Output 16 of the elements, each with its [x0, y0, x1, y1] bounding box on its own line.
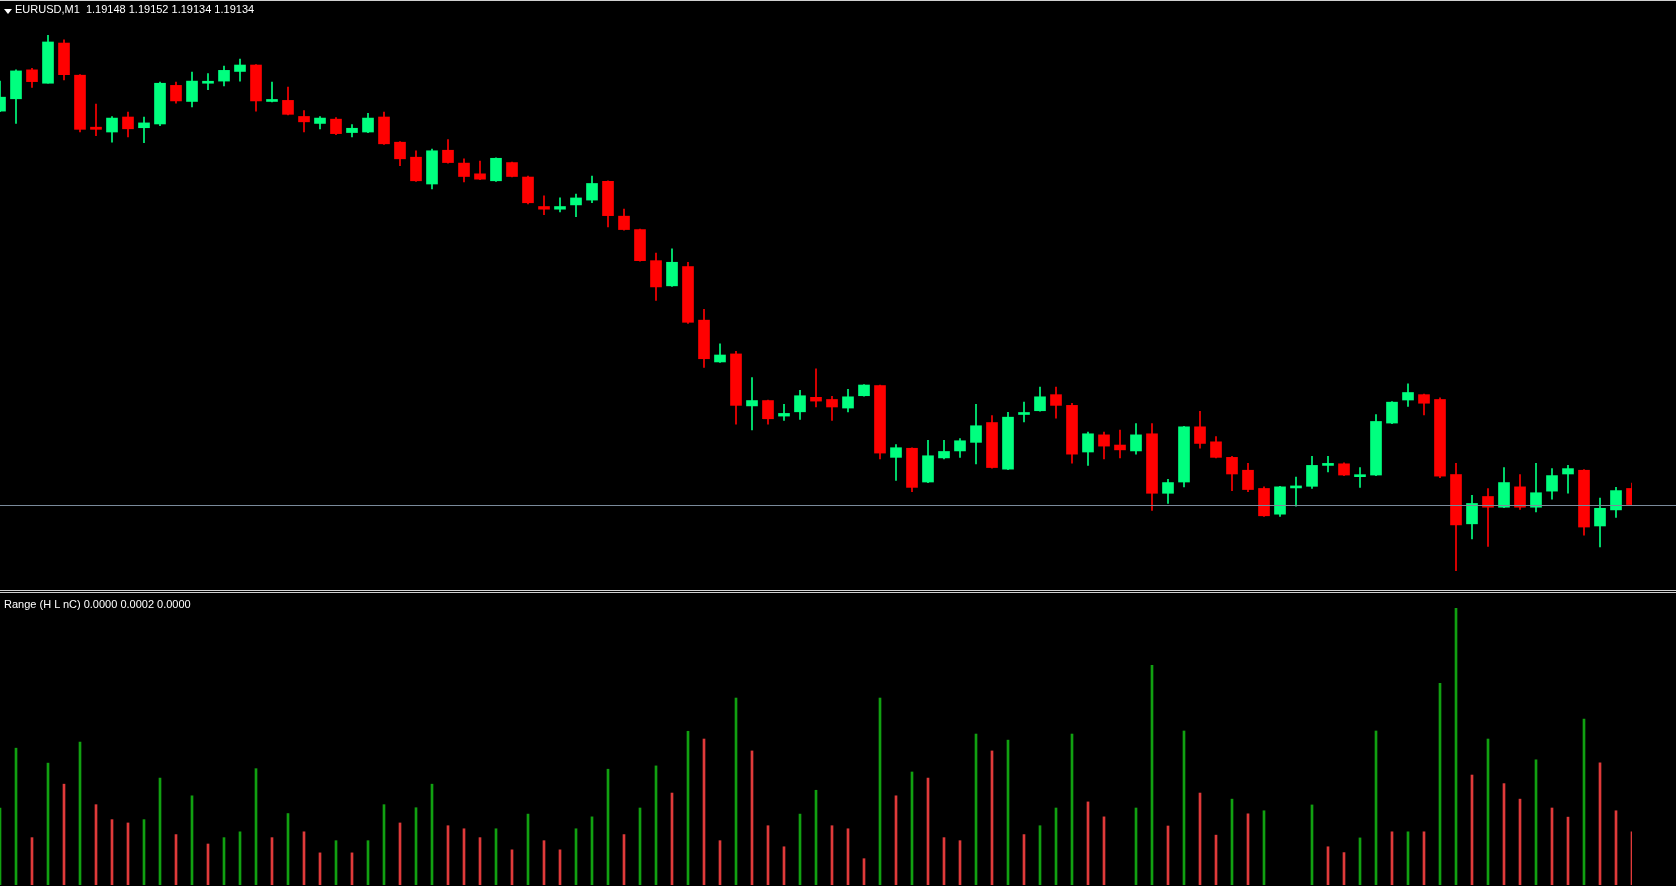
candlestick — [202, 73, 214, 90]
chart-title: EURUSD,M1 1.19148 1.19152 1.19134 1.19134 — [15, 3, 255, 15]
candlestick — [90, 103, 102, 137]
candlestick — [1322, 455, 1334, 473]
candlestick — [538, 195, 550, 215]
candlestick — [1114, 429, 1126, 459]
candlestick — [746, 377, 758, 431]
candlestick — [1354, 467, 1366, 488]
candlestick — [138, 116, 150, 144]
candlestick — [1482, 488, 1494, 547]
candlestick — [810, 368, 822, 408]
chart-title: Range (H L nC) 0.0000 0.0002 0.0000 — [4, 598, 191, 610]
candlestick — [778, 403, 790, 421]
candlestick — [266, 81, 278, 103]
candlestick — [1562, 465, 1574, 494]
candlestick — [1018, 401, 1030, 423]
